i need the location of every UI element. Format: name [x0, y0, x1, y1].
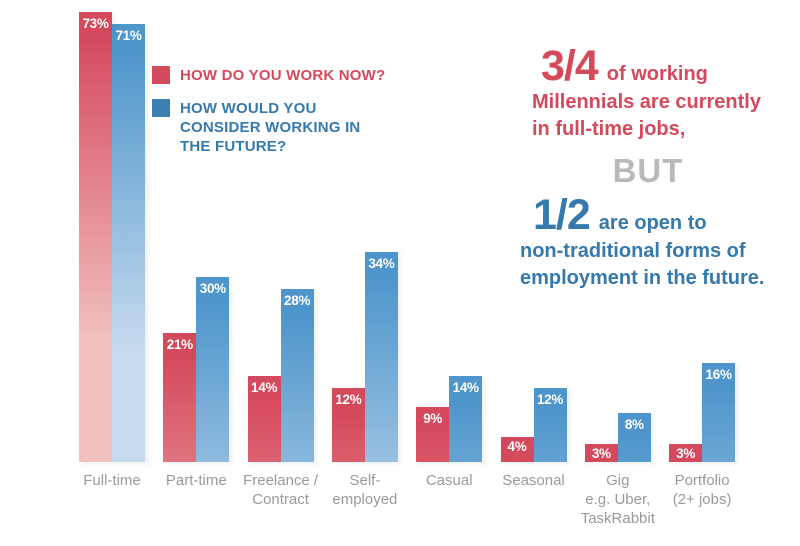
stat-now: 3/4 of working Millennials are currently…: [508, 42, 788, 143]
bar-now-5: 4%: [500, 437, 534, 462]
x-axis-label-3: Self-employed: [332, 472, 398, 508]
bar-value-label: 4%: [507, 439, 527, 454]
bar-future-0: 71%: [112, 24, 145, 462]
bar-now-6: 3%: [584, 444, 618, 462]
bar-future-3: 34%: [364, 252, 398, 462]
x-axis-label-4: Casual: [425, 472, 473, 489]
legend-swatch-future-icon: [152, 99, 170, 117]
legend-label-future: HOW WOULD YOU CONSIDER WORKING IN THE FU…: [180, 100, 361, 155]
annotation-block: 3/4 of working Millennials are currently…: [508, 42, 788, 292]
bar-now-7: 3%: [669, 444, 703, 462]
bar-value-label: 16%: [705, 367, 732, 382]
bar-value-label: 12%: [536, 392, 564, 407]
x-axis-label-0: Full-time: [83, 472, 141, 489]
bar-now-3: 12%: [331, 388, 365, 462]
bar-value-label: 9%: [423, 411, 443, 426]
bar-value-label: 14%: [452, 380, 479, 395]
bar-now-4: 9%: [416, 407, 450, 462]
stat-now-line2: Millennials are currently: [532, 91, 761, 114]
stat-now-headline: 3/4 of working: [532, 42, 788, 90]
legend: HOW DO YOU WORK NOW? HOW WOULD YOU CONSI…: [152, 66, 392, 156]
x-axis-label-6: Gig e.g. Uber, TaskRabbit: [580, 472, 655, 527]
bar-now-0: 73%: [79, 12, 112, 462]
bar-future-5: 12%: [533, 388, 567, 462]
legend-item-now: HOW DO YOU WORK NOW?: [152, 66, 392, 85]
legend-swatch-now-icon: [152, 66, 170, 84]
stat-future-lead: are open to: [598, 212, 707, 235]
bar-future-1: 30%: [196, 277, 230, 462]
x-axis-label-2: Freelance / Contract: [243, 472, 319, 508]
bar-future-2: 28%: [280, 289, 314, 462]
bar-value-label: 12%: [335, 392, 362, 407]
bar-value-label: 3%: [676, 446, 696, 461]
x-axis-label-7: Portfolio (2+ jobs): [672, 472, 732, 508]
bar-value-label: 14%: [251, 380, 278, 395]
stat-now-value: 3/4: [541, 42, 599, 90]
bar-value-label: 34%: [368, 256, 395, 271]
bar-value-label: 21%: [166, 337, 193, 352]
legend-label-now: HOW DO YOU WORK NOW?: [180, 67, 386, 84]
bar-value-label: 3%: [591, 446, 611, 461]
bar-future-7: 16%: [702, 363, 736, 462]
x-axis-label-1: Part-time: [165, 472, 227, 489]
bar-future-6: 8%: [617, 413, 651, 462]
stat-now-line3: in full-time jobs,: [532, 118, 686, 141]
stat-future-value: 1/2: [533, 191, 591, 240]
bar-now-1: 21%: [163, 333, 197, 462]
bar-now-2: 14%: [247, 376, 281, 462]
legend-item-future: HOW WOULD YOU CONSIDER WORKING IN THE FU…: [152, 99, 392, 156]
bar-value-label: 71%: [115, 28, 142, 43]
bar-future-4: 14%: [449, 376, 483, 462]
bar-value-label: 8%: [624, 417, 644, 432]
stat-future-headline: 1/2 are open to: [520, 191, 788, 240]
bar-value-label: 30%: [199, 281, 226, 296]
stat-now-lead: of working: [606, 63, 708, 85]
bar-value-label: 73%: [82, 16, 109, 31]
x-axis-label-5: Seasonal: [502, 472, 565, 489]
stat-future: 1/2 are open to non-traditional forms of…: [508, 191, 788, 292]
bar-value-label: 28%: [284, 293, 311, 308]
stat-future-line3: employment in the future.: [520, 267, 765, 290]
connector-text: BUT: [612, 152, 684, 190]
stat-future-line2: non-traditional forms of: [520, 240, 746, 263]
